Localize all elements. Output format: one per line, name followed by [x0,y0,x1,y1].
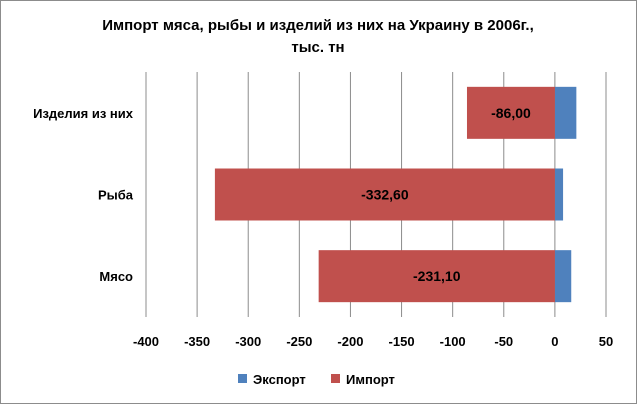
x-tick-label: -400 [133,334,159,349]
x-tick-label: -50 [494,334,513,349]
export-bar [554,86,577,139]
x-tick-label: 50 [599,334,613,349]
x-tick-label: -300 [235,334,261,349]
x-tick-label: -100 [440,334,466,349]
category-label: Изделия из них [33,106,134,121]
legend-label-export: Экспорт [253,372,306,387]
export-bar [554,250,572,303]
data-label: -86,00 [491,105,531,121]
x-tick-label: -200 [337,334,363,349]
data-label: -231,10 [413,268,461,284]
category-label: Рыба [98,188,134,203]
legend-label-import: Импорт [346,372,395,387]
category-label: Мясо [99,269,133,284]
category-labels: Изделия из них Рыба Мясо [33,106,134,284]
import-bar [318,250,555,303]
legend-swatch-export [238,374,247,383]
x-tick-label: -350 [184,334,210,349]
x-tick-label: 0 [551,334,558,349]
x-tick-labels: -400 -350 -300 -250 -200 -150 -100 -50 0 50 [133,334,613,349]
data-label: -332,60 [361,187,409,203]
data-labels: -86,00 -332,60 -231,10 [361,105,531,284]
chart-subtitle: тыс. тн [291,39,344,56]
legend: Экспорт Импорт [238,372,395,387]
x-tick-label: -250 [286,334,312,349]
import-bar [466,86,555,139]
chart-title: Импорт мяса, рыбы и изделий из них на Ук… [102,17,534,34]
import-bar [214,168,555,221]
bars [214,86,577,303]
export-bar [554,168,564,221]
legend-swatch-import [331,374,340,383]
x-tick-label: -150 [389,334,415,349]
